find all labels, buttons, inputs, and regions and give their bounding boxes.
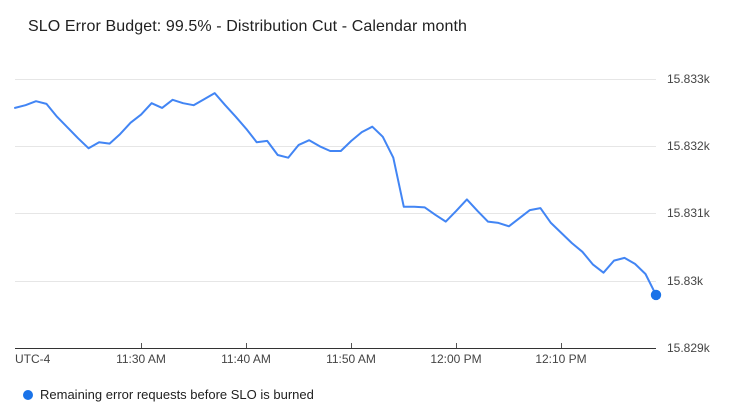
y-tick-label-4: 15.829k (667, 341, 710, 355)
last-point-dot (650, 289, 662, 301)
gridline-15830 (15, 281, 656, 282)
x-tick-label-0: 11:30 AM (116, 352, 166, 366)
x-tick-label-4: 12:10 PM (535, 352, 587, 366)
gridline-15833 (15, 79, 656, 80)
x-tick-1150 (351, 343, 352, 348)
x-tick-1130 (141, 343, 142, 348)
y-tick-label-3: 15.83k (667, 274, 704, 288)
timezone-label: UTC-4 (15, 352, 51, 366)
x-tick-1200 (456, 343, 457, 348)
legend-item[interactable]: Remaining error requests before SLO is b… (23, 387, 314, 403)
y-tick-label-2: 15.831k (667, 206, 710, 220)
legend-label: Remaining error requests before SLO is b… (40, 387, 314, 402)
gridline-15831 (15, 213, 656, 214)
slo-line (14, 92, 657, 296)
x-axis-line (15, 348, 656, 349)
x-tick-label-3: 12:00 PM (430, 352, 482, 366)
x-tick-1210 (561, 343, 562, 348)
x-tick-label-1: 11:40 AM (221, 352, 271, 366)
chart-title: SLO Error Budget: 99.5% - Distribution C… (28, 18, 467, 35)
legend-marker-icon (23, 390, 33, 400)
x-tick-label-2: 11:50 AM (326, 352, 376, 366)
y-tick-label-0: 15.833k (667, 72, 710, 86)
x-tick-1140 (246, 343, 247, 348)
gridline-15832 (15, 146, 656, 147)
y-tick-label-1: 15.832k (667, 139, 710, 153)
